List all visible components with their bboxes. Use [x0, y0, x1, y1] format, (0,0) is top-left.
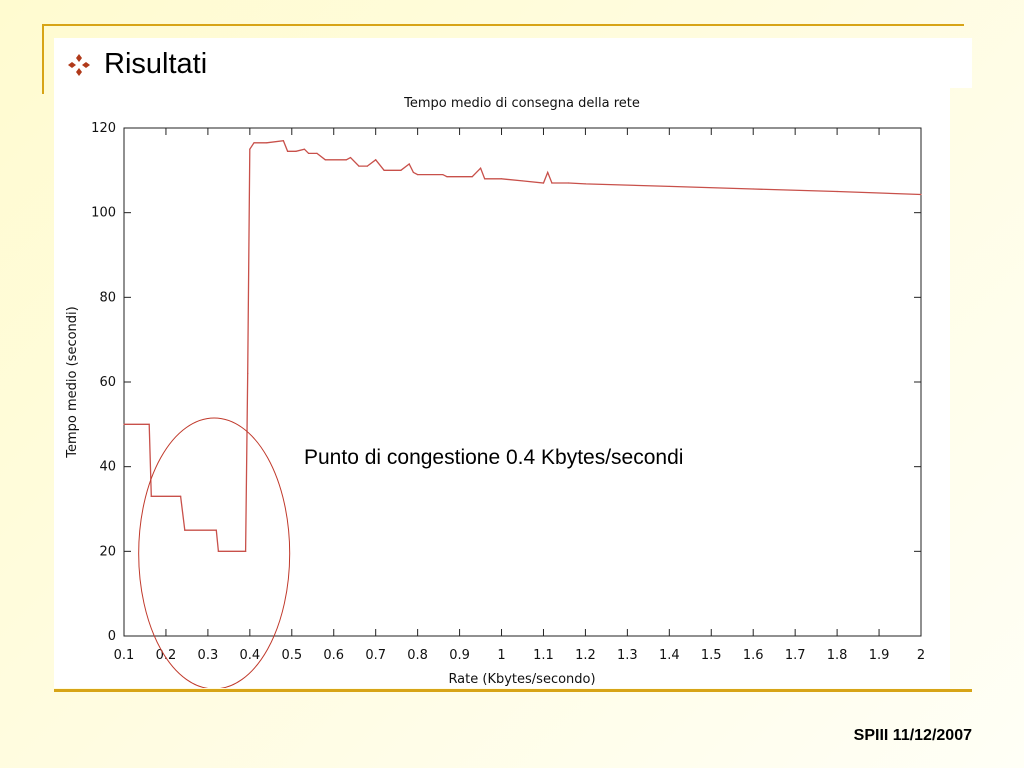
series-point [920, 193, 922, 196]
series-point [471, 176, 473, 178]
x-tick-label: 1.2 [575, 648, 596, 663]
series-point [375, 159, 377, 161]
series-point [249, 148, 251, 150]
y-tick-label: 0 [108, 629, 116, 644]
series-point [383, 169, 385, 171]
x-tick-label: 0.7 [365, 648, 386, 663]
x-tick-label: 0.9 [449, 648, 470, 663]
y-axis-label: Tempo medio (secondi) [65, 306, 80, 458]
top-accent-rule [42, 24, 964, 26]
x-tick-label: 1.7 [785, 648, 806, 663]
plot-frame [123, 127, 922, 637]
series-point [479, 167, 482, 169]
series-point [123, 423, 125, 425]
x-tick-label: 1.1 [533, 648, 554, 663]
x-tick-label: 1.4 [659, 648, 680, 663]
y-tick-label: 120 [91, 121, 116, 136]
y-tick-label: 80 [99, 290, 116, 305]
chart-title: Tempo medio di consegna della rete [403, 96, 640, 111]
slide-footer: SPIII 11/12/2007 [853, 727, 972, 744]
series-point [316, 152, 318, 154]
x-axis: 0.1 0.2 0.3 0.4 0.5 0.6 0.7 0.8 0.9 1 1.1 1.2 1.3 1.4… [114, 128, 925, 663]
series-point [295, 150, 297, 152]
series-point [484, 178, 486, 180]
bottom-accent-rule [54, 689, 972, 692]
congestion-annotation: Punto di congestione 0.4 Kbytes/secondi [304, 446, 683, 469]
series-point [324, 159, 326, 161]
x-tick-label: 0.6 [323, 648, 344, 663]
series-point [286, 150, 289, 152]
series-point [358, 165, 360, 167]
series-point [542, 182, 545, 184]
series-point [303, 148, 305, 150]
chart-panel: Tempo medio di consegna della rete 0 20 40… [54, 88, 950, 688]
series-point [568, 182, 570, 184]
series-point [366, 165, 368, 167]
series-points [123, 140, 922, 552]
series-point [266, 142, 268, 144]
series-point [148, 423, 150, 425]
x-tick-label: 0.3 [198, 648, 219, 663]
series-point [215, 529, 217, 531]
series-point [668, 185, 670, 188]
x-tick-label: 2 [917, 648, 925, 663]
series-point [752, 188, 754, 190]
series-point [180, 495, 182, 497]
x-tick-label: 1.9 [869, 648, 890, 663]
series-point [217, 550, 219, 552]
series-point [247, 372, 249, 375]
left-accent-rule [42, 24, 44, 94]
x-tick-label: 1 [497, 648, 505, 663]
series-point [417, 173, 419, 176]
series-point [412, 171, 415, 174]
y-tick-label: 40 [99, 460, 116, 475]
series-line [124, 139, 922, 552]
slide-title: Risultati [104, 48, 208, 80]
series-point [521, 180, 524, 182]
series-point [500, 178, 503, 180]
congestion-highlight-circle [138, 417, 291, 688]
series-point [345, 159, 347, 161]
slide-title-bar: Risultati [54, 38, 972, 88]
y-tick-label: 60 [99, 375, 116, 390]
line-chart: Tempo medio di consegna della rete 0 20 40… [65, 96, 925, 688]
y-axis: 0 20 40 60 80 100 120 [91, 121, 921, 644]
x-tick-label: 1.3 [617, 648, 638, 663]
series-point [836, 190, 838, 193]
x-axis-label: Rate (Kbytes/secondo) [448, 672, 595, 687]
series-point [442, 173, 444, 176]
x-tick-label: 0.4 [239, 648, 260, 663]
series-point [551, 182, 553, 184]
series-point [184, 529, 186, 531]
series-point [150, 495, 152, 497]
series-point [400, 169, 402, 171]
series-point [253, 142, 255, 144]
series-point [408, 163, 410, 165]
x-tick-label: 0.2 [156, 648, 177, 663]
y-tick-label: 20 [99, 544, 116, 559]
x-tick-label: 1.5 [701, 648, 722, 663]
series-point [446, 176, 448, 178]
series-point [282, 140, 284, 142]
x-tick-label: 0.8 [407, 648, 428, 663]
x-tick-label: 1.6 [743, 648, 764, 663]
x-tick-label: 0.1 [114, 648, 135, 663]
y-tick-label: 100 [91, 206, 116, 221]
series-point [307, 152, 310, 154]
series-point [349, 157, 352, 159]
series-point [584, 183, 587, 185]
series-point [547, 171, 549, 174]
diamond-bullet-icon [68, 54, 90, 76]
x-tick-label: 0.5 [281, 648, 302, 663]
x-tick-label: 1.8 [827, 648, 848, 663]
series-point [245, 550, 247, 552]
